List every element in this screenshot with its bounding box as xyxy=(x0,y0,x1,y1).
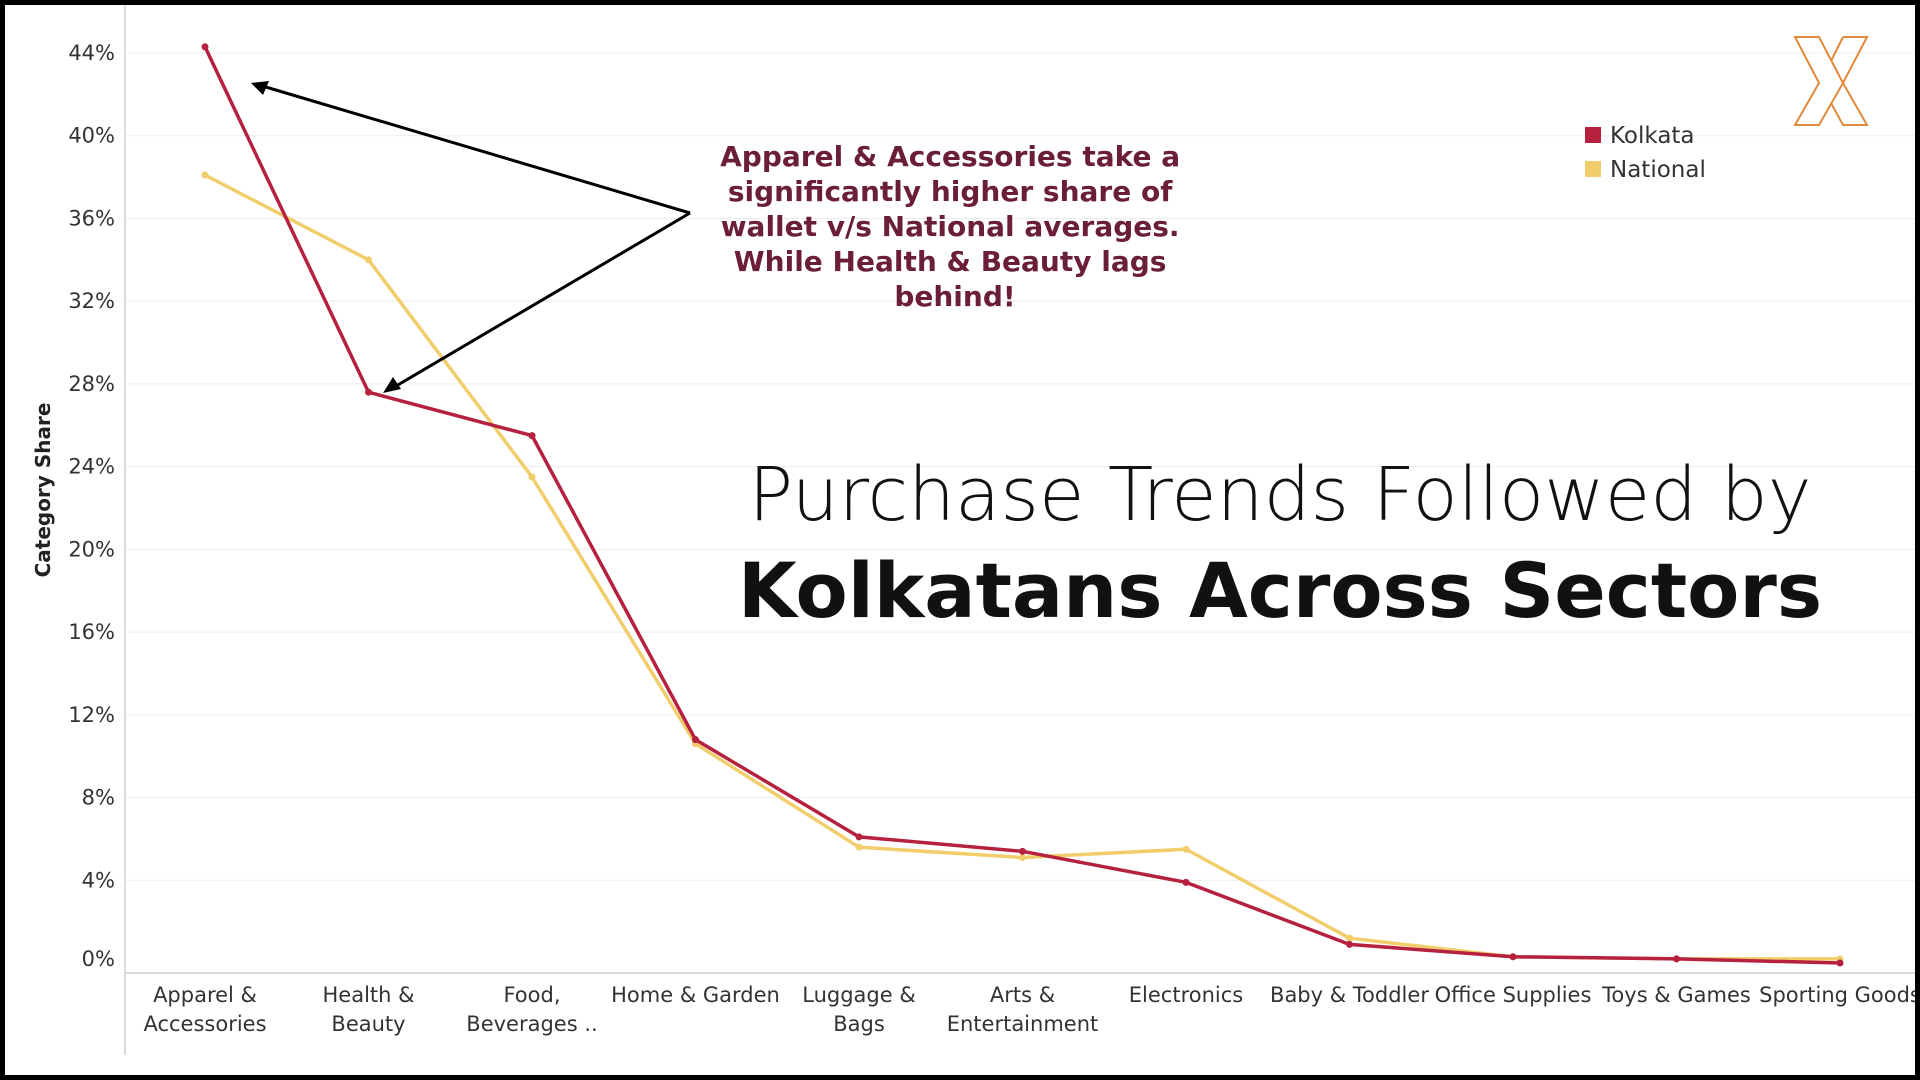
x-tick-label-line: Sporting Goods xyxy=(1759,983,1915,1007)
data-point-kolkata xyxy=(1836,959,1844,967)
data-point-kolkata xyxy=(201,43,209,51)
data-point-kolkata xyxy=(1346,940,1353,948)
data-point-national xyxy=(201,171,209,179)
x-tick-label-line: Electronics xyxy=(1129,983,1243,1007)
x-tick-label: Apparel & Accessories xyxy=(143,983,266,1036)
x-tick-label-line: Toys & Games xyxy=(1601,983,1751,1007)
x-tick-label: Arts & Entertainment xyxy=(947,983,1099,1036)
x-tick-label-line: Health & xyxy=(322,983,414,1007)
chart-frame: 0% 4% 8% 12% 16% 20% 24% 28% 32% 36% 40% 44% Appare… xyxy=(5,5,1915,1075)
y-tick-labels: 0% 4% 8% 12% 16% 20% 24% 28% 32% 36% 40% 44% xyxy=(68,41,115,971)
x-tick-labels: Apparel & Accessories Health & Beauty Food, B… xyxy=(143,983,1915,1036)
line-chart: 0% 4% 8% 12% 16% 20% 24% 28% 32% 36% 40% 44% Appare… xyxy=(31,5,1915,1055)
legend-swatch-national xyxy=(1585,161,1601,177)
x-tick-label-line: Baby & Toddler xyxy=(1270,983,1429,1007)
x-tick-label: Luggage & Bags xyxy=(802,983,915,1036)
y-tick-label: 40% xyxy=(68,124,115,148)
annotation-line: behind! xyxy=(894,280,1015,313)
x-tick-label: Electronics xyxy=(1129,983,1243,1007)
y-tick-label: 16% xyxy=(68,620,115,644)
x-tick-label-line: Food, xyxy=(503,983,560,1007)
arrowhead-health xyxy=(383,377,401,393)
title-line-2: Kolkatans Across Sectors xyxy=(738,546,1822,635)
x-tick-label: Sporting Goods xyxy=(1759,983,1915,1007)
x-tick-label-line: Arts & xyxy=(990,983,1055,1007)
x-tick-label-line: Bags xyxy=(833,1012,885,1036)
gridlines xyxy=(125,52,1915,881)
data-point-kolkata xyxy=(528,432,536,440)
data-point-kolkata xyxy=(855,833,863,841)
y-axis-label: Category Share xyxy=(31,403,55,578)
y-tick-label: 20% xyxy=(68,537,115,561)
series-lines xyxy=(201,43,1844,967)
arrow-to-health xyxy=(390,211,691,391)
data-point-national xyxy=(528,473,536,481)
x-tick-label-line: Office Supplies xyxy=(1435,983,1592,1007)
annotation-line: Apparel & Accessories take a xyxy=(720,140,1180,173)
legend: Kolkata National xyxy=(1585,123,1706,183)
x-tick-label-line: Luggage & xyxy=(802,983,915,1007)
y-tick-label: 12% xyxy=(68,703,115,727)
x-tick-label-line: Beauty xyxy=(331,1012,405,1036)
data-point-national xyxy=(1182,845,1190,853)
x-tick-label: Food, Beverages .. xyxy=(466,983,597,1036)
data-point-kolkata xyxy=(1019,847,1026,855)
annotation-line: wallet v/s National averages. xyxy=(721,210,1180,243)
y-tick-label: 28% xyxy=(68,372,115,396)
x-tick-label-line: Entertainment xyxy=(947,1012,1099,1036)
x-tick-label-line: Home & Garden xyxy=(611,983,780,1007)
arrowhead-apparel xyxy=(251,81,269,95)
legend-label-kolkata: Kolkata xyxy=(1610,123,1695,149)
annotation-line: While Health & Beauty lags xyxy=(734,245,1167,278)
x-tick-label: Home & Garden xyxy=(611,983,780,1007)
arrow-to-apparel xyxy=(258,83,691,215)
x-tick-label-line: Accessories xyxy=(143,1012,266,1036)
title-line-1: Purchase Trends Followed by xyxy=(748,452,1811,538)
y-tick-label: 4% xyxy=(82,868,115,892)
data-point-national xyxy=(1019,854,1026,862)
data-point-kolkata xyxy=(365,388,372,396)
x-tick-label: Health & Beauty xyxy=(322,983,414,1036)
annotation-text: Apparel & Accessories take a significant… xyxy=(720,140,1190,313)
data-point-kolkata xyxy=(1673,955,1680,963)
x-logo-icon xyxy=(1793,36,1869,126)
y-tick-label: 24% xyxy=(68,455,115,479)
y-tick-label: 36% xyxy=(68,206,115,230)
legend-label-national: National xyxy=(1610,157,1706,183)
x-tick-label-line: Beverages .. xyxy=(466,1012,597,1036)
axes xyxy=(124,5,1915,1055)
x-tick-label-line: Apparel & xyxy=(153,983,257,1007)
y-tick-label: 44% xyxy=(68,41,115,65)
legend-swatch-kolkata xyxy=(1585,127,1601,143)
x-tick-label: Baby & Toddler xyxy=(1270,983,1429,1007)
y-tick-label: 32% xyxy=(68,289,115,313)
annotation-line: significantly higher share of xyxy=(728,175,1173,208)
data-point-kolkata xyxy=(1509,953,1517,961)
y-tick-label: 0% xyxy=(82,947,115,971)
data-point-kolkata xyxy=(1182,878,1190,886)
data-point-national xyxy=(855,843,863,851)
data-point-national xyxy=(1346,934,1353,942)
data-point-kolkata xyxy=(692,736,699,744)
data-point-national xyxy=(365,256,372,264)
x-tick-label: Office Supplies xyxy=(1435,983,1592,1007)
x-tick-label: Toys & Games xyxy=(1601,983,1751,1007)
y-tick-label: 8% xyxy=(82,786,115,810)
annotation-arrows xyxy=(251,81,691,393)
